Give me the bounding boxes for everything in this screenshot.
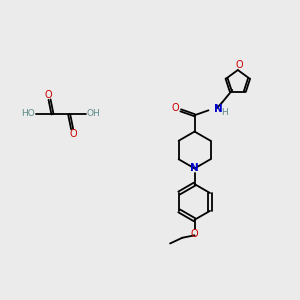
- Text: O: O: [44, 90, 52, 100]
- Text: O: O: [70, 129, 77, 139]
- Text: O: O: [190, 229, 198, 239]
- Text: OH: OH: [87, 109, 101, 118]
- Text: N: N: [190, 164, 199, 173]
- Text: O: O: [235, 60, 243, 70]
- Text: H: H: [221, 109, 228, 118]
- Text: N: N: [214, 104, 223, 114]
- Text: O: O: [172, 103, 179, 113]
- Text: HO: HO: [21, 109, 35, 118]
